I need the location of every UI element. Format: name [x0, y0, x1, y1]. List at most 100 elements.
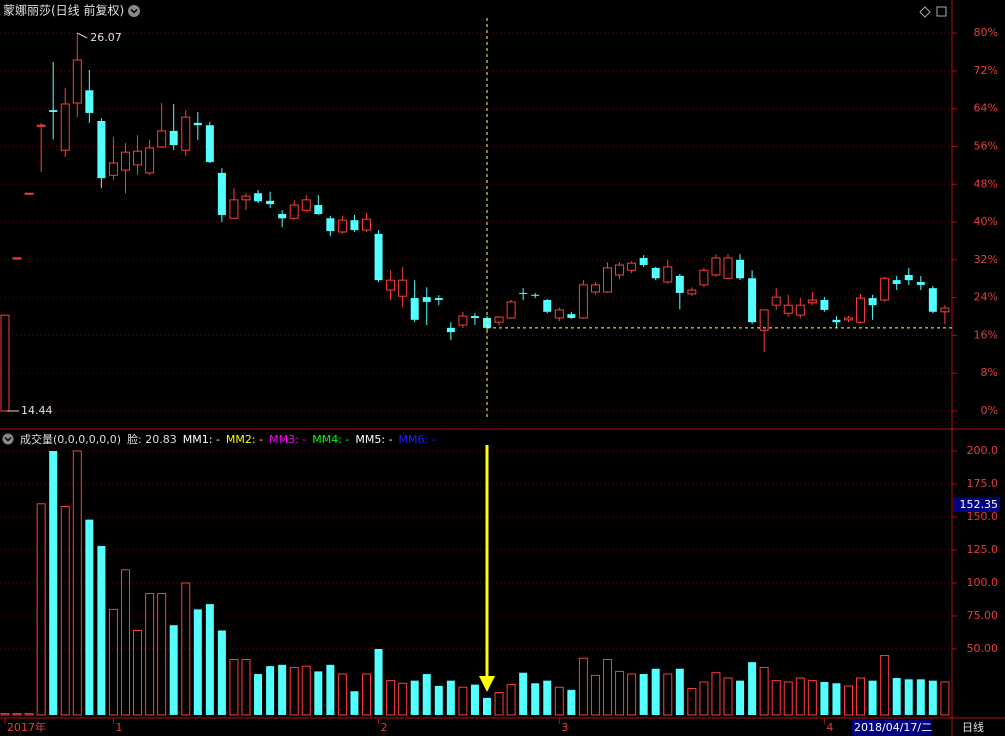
volume-bar — [519, 672, 528, 715]
y-tick-label: 40% — [974, 215, 998, 228]
volume-bar — [434, 685, 443, 715]
candle-body — [193, 122, 202, 126]
candle-body — [217, 172, 226, 215]
volume-bar — [241, 659, 251, 716]
candle-body — [350, 220, 359, 231]
volume-bar — [807, 680, 817, 716]
candle-body — [844, 317, 853, 321]
candle-body — [470, 316, 479, 318]
volume-bar — [85, 519, 94, 715]
volume-bar — [736, 680, 745, 715]
volume-bar — [24, 713, 34, 716]
y-tick-label: 16% — [974, 328, 998, 341]
candle-body — [289, 204, 299, 219]
candle-body — [736, 259, 745, 279]
y-tick-label: 8% — [981, 366, 998, 379]
volume-bar — [940, 681, 950, 716]
y-tick-label: 32% — [974, 253, 998, 266]
cursor-value: 152.35 — [960, 498, 999, 511]
volume-bar — [711, 672, 721, 716]
volume-bar — [494, 692, 504, 716]
volume-bar — [205, 604, 214, 715]
volume-bar — [554, 686, 564, 716]
volume-bar — [759, 666, 769, 716]
y-tick-label: 100.0 — [967, 576, 999, 589]
y-tick-label: 48% — [974, 177, 998, 190]
candle-body — [108, 162, 118, 176]
x-tick-label: 4 — [826, 721, 833, 734]
legend-entry: MM4: - — [312, 432, 350, 446]
volume-bar — [169, 625, 178, 715]
volume-bar — [651, 668, 660, 715]
volume-bar — [699, 681, 709, 716]
candle-body — [748, 278, 757, 323]
volume-title: 成交量(0,0,0,0,0,0) — [20, 433, 122, 446]
volume-bar — [97, 546, 106, 715]
volume-bar — [771, 680, 781, 716]
chart-title: 蒙娜丽莎(日线 前复权) — [3, 3, 124, 18]
volume-bar — [36, 503, 46, 716]
y-tick-label: 175.0 — [967, 477, 999, 490]
volume-bar — [301, 665, 311, 716]
volume-bar — [627, 673, 637, 716]
candle-body — [362, 218, 371, 231]
candle-body — [711, 257, 721, 276]
x-tick-label: 2017年 — [7, 720, 46, 734]
candle-body — [337, 219, 347, 233]
candle-body — [531, 294, 540, 296]
volume-bar — [904, 679, 913, 715]
volume-bar — [783, 681, 793, 716]
volume-bar — [422, 674, 431, 715]
candle-body — [820, 299, 829, 310]
candle-body — [723, 257, 733, 279]
candle-body — [554, 309, 564, 319]
candle-body — [928, 288, 937, 312]
x-tick-label: 3 — [561, 721, 568, 734]
candle-body — [458, 315, 468, 326]
candle-body — [169, 130, 178, 146]
volume-bar — [217, 630, 226, 715]
volume-bar — [615, 670, 625, 716]
candle-body — [771, 296, 781, 306]
volume-bar — [289, 666, 299, 716]
candle-body — [567, 314, 576, 318]
y-tick-label: 125.0 — [967, 543, 999, 556]
header-menu-icon[interactable] — [2, 433, 14, 445]
y-tick-label: 64% — [974, 102, 998, 115]
candle-body — [494, 316, 504, 323]
y-tick-label: 0% — [981, 404, 998, 417]
x-tick-label: 2 — [381, 721, 388, 734]
candle-body — [506, 301, 516, 319]
candle-body — [651, 267, 660, 279]
cursor-date-box — [852, 720, 931, 735]
volume-bar — [337, 673, 347, 716]
volume-bar — [663, 673, 673, 716]
maximize-icon[interactable] — [936, 6, 947, 17]
candle-body — [254, 193, 263, 202]
volume-bar — [386, 680, 396, 716]
min-label: 14.44 — [21, 404, 53, 417]
volume-bar — [675, 668, 684, 715]
max-marker — [77, 32, 88, 39]
candle-body — [85, 90, 94, 113]
candle-body — [603, 267, 612, 293]
candle-body — [856, 297, 866, 323]
volume-bar — [916, 679, 925, 715]
volume-bar — [458, 686, 468, 716]
diamond-icon[interactable] — [919, 6, 931, 18]
volume-bar — [543, 680, 552, 715]
candle-body — [49, 110, 58, 112]
candle-body — [410, 298, 419, 320]
candle-body — [795, 304, 805, 316]
volume-bar — [880, 655, 890, 716]
volume-bar — [446, 680, 455, 715]
candle-body — [639, 257, 648, 266]
title-menu-icon[interactable] — [128, 5, 140, 17]
volume-bar — [398, 682, 408, 716]
volume-bar — [820, 681, 829, 715]
candle-body — [916, 282, 925, 285]
volume-bar — [723, 677, 733, 716]
y-tick-label: 80% — [974, 26, 998, 39]
volume-bar — [374, 648, 383, 715]
